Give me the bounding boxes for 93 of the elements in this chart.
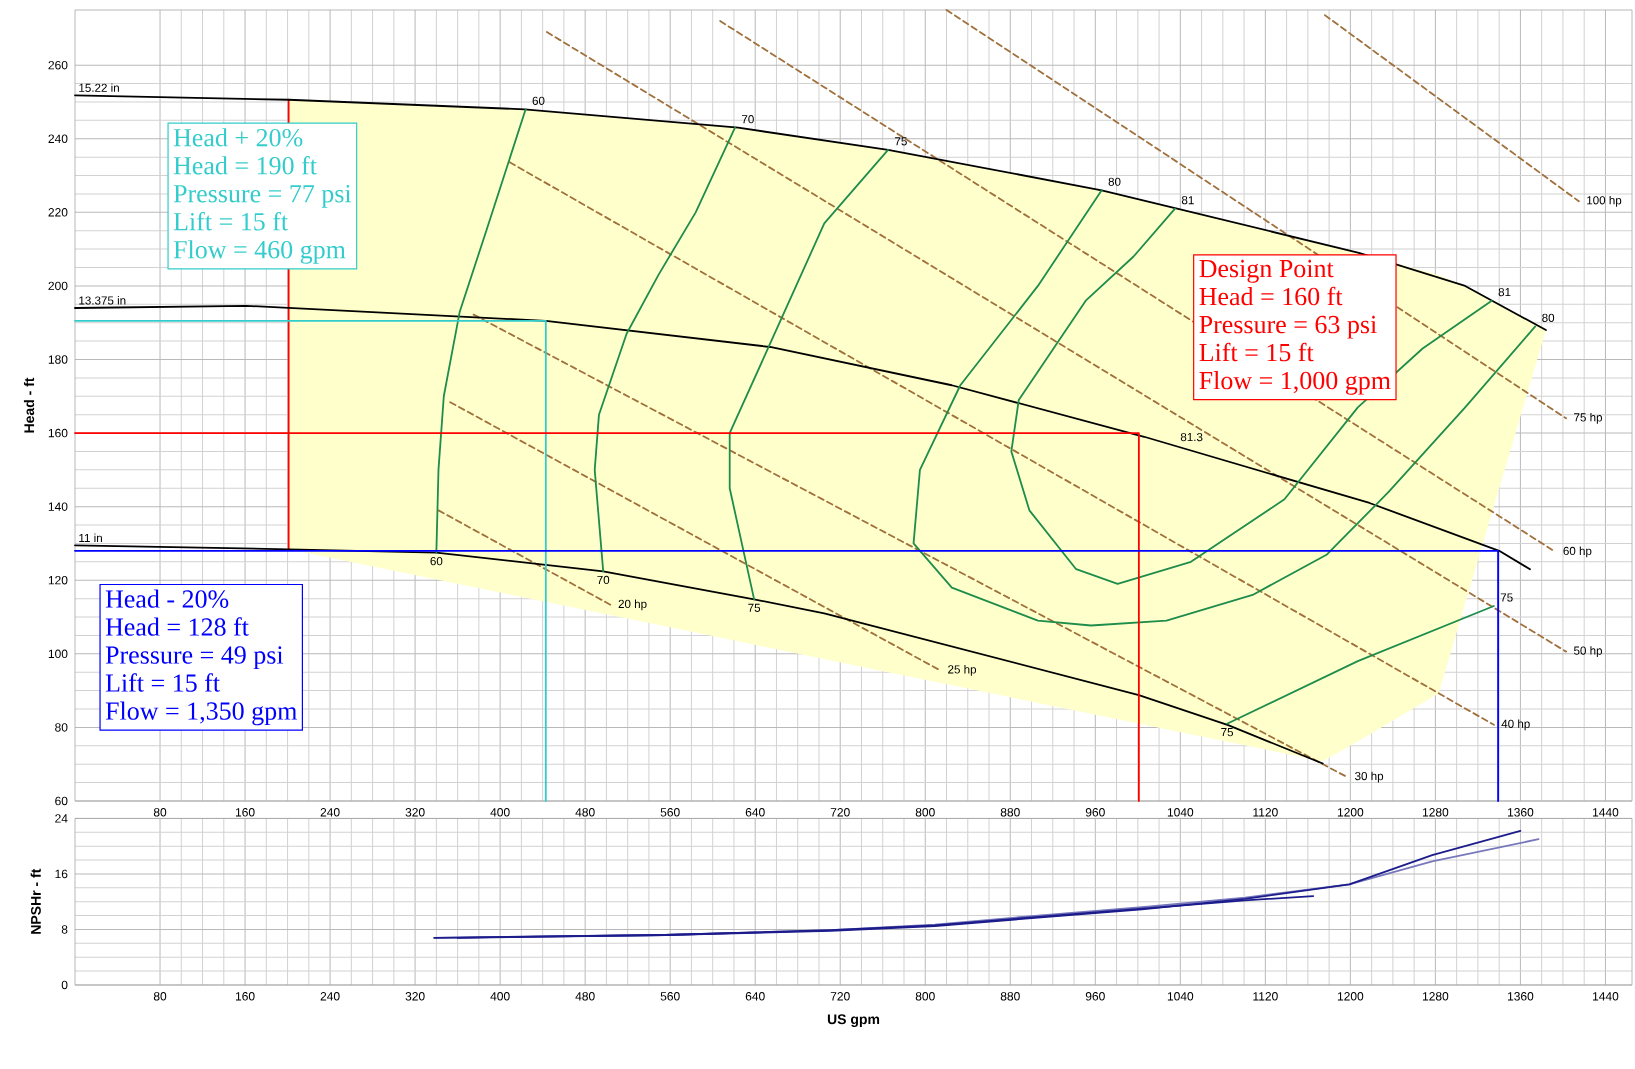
- annotation: Head = 128 ft: [105, 617, 249, 636]
- annotation: 75: [1500, 593, 1513, 602]
- x-tick-label: 400: [490, 808, 510, 817]
- annotation: 80: [1542, 313, 1555, 322]
- series-label: 20 hp: [618, 599, 647, 611]
- y-axis-title: Head - ft: [23, 377, 35, 433]
- annotation: 75: [1221, 728, 1234, 737]
- x-tick-label: 1200: [1337, 992, 1364, 1001]
- annotation: Pressure = 77 psi: [173, 184, 352, 208]
- annotation: Lift = 15 ft: [1199, 342, 1314, 362]
- x-tick-label: 960: [1085, 992, 1105, 1001]
- x-tick-label: 1440: [1593, 992, 1619, 1001]
- x-tick-label: 1040: [1167, 992, 1194, 1001]
- annotation: Head - 20%: [105, 589, 229, 608]
- x-tick-label: 1200: [1337, 808, 1364, 817]
- x-tick-label: 960: [1085, 808, 1105, 817]
- annotation: 60: [532, 96, 545, 105]
- y-tick-label: 8: [61, 925, 68, 934]
- y-tick-label: 220: [48, 208, 68, 217]
- x-tick-label: 880: [1000, 808, 1020, 817]
- x-tick-label: 720: [830, 992, 850, 1001]
- series-label: 15.22 in: [79, 83, 119, 92]
- annotation: 70: [597, 575, 610, 585]
- annotation: Pressure = 63 psi: [1199, 315, 1377, 339]
- annotation: 81.3: [1180, 432, 1203, 442]
- y-tick-label: 200: [48, 281, 68, 291]
- y-tick-label: 0: [61, 980, 68, 990]
- x-tick-label: 240: [320, 992, 340, 1001]
- annotation: 75: [748, 603, 761, 612]
- annotation: Lift = 15 ft: [105, 673, 220, 692]
- series-label: 11 in: [79, 533, 102, 542]
- x-tick-label: 800: [915, 808, 935, 817]
- x-tick-label: 1440: [1593, 808, 1619, 817]
- annotation: Flow = 1,000 gpm: [1199, 371, 1391, 395]
- x-tick-label: 480: [575, 808, 595, 817]
- annotation: 80: [1108, 177, 1121, 186]
- y-tick-label: 100: [48, 649, 68, 659]
- annotation: 81: [1498, 288, 1511, 297]
- x-tick-label: 160: [235, 808, 255, 817]
- x-tick-label: 480: [575, 992, 595, 1001]
- y-tick-label: 160: [48, 428, 68, 438]
- x-tick-label: 800: [915, 992, 935, 1001]
- annotation: Flow = 460 gpm: [173, 240, 346, 264]
- annotation: Lift = 15 ft: [173, 211, 288, 231]
- x-tick-label: 320: [405, 992, 425, 1001]
- x-tick-label: 320: [405, 808, 425, 817]
- annotation: 60: [430, 557, 443, 566]
- x-tick-label: 1040: [1167, 808, 1194, 817]
- annotation: Head + 20%: [173, 128, 303, 147]
- y-tick-label: 240: [48, 134, 68, 144]
- y-tick-label: 60: [55, 796, 68, 806]
- annotation: Head = 190 ft: [173, 155, 317, 175]
- annotation: 70: [742, 115, 754, 124]
- x-tick-label: 720: [830, 808, 850, 817]
- annotation: Pressure = 49 psi: [105, 646, 284, 670]
- series-label: 25 hp: [948, 664, 977, 676]
- annotation: 81: [1181, 196, 1194, 205]
- x-tick-label: 240: [320, 808, 340, 817]
- y-axis-title: NPSHr - ft: [30, 868, 41, 934]
- y-tick-label: 16: [55, 869, 68, 879]
- series-label: 30 hp: [1355, 771, 1384, 783]
- x-tick-label: 1280: [1422, 992, 1449, 1001]
- series-label: 100 hp: [1587, 195, 1622, 207]
- x-tick-label: 1120: [1253, 992, 1278, 1001]
- x-tick-label: 1360: [1507, 992, 1534, 1001]
- x-tick-label: 80: [153, 992, 167, 1001]
- x-tick-label: 640: [745, 808, 765, 817]
- x-tick-label: 560: [660, 808, 680, 817]
- x-tick-label: 1280: [1422, 808, 1449, 817]
- series-label: 13.375 in: [79, 296, 126, 305]
- y-tick-label: 120: [48, 576, 68, 585]
- x-tick-label: 400: [490, 992, 510, 1001]
- annotation: Design Point: [1199, 259, 1334, 283]
- series-label: 60 hp: [1563, 546, 1592, 558]
- y-tick-label: 140: [48, 502, 68, 511]
- annotation: Head = 160 ft: [1199, 286, 1343, 306]
- x-axis-title: US gpm: [827, 1014, 880, 1028]
- x-tick-label: 1120: [1253, 808, 1278, 817]
- x-tick-label: 160: [235, 992, 255, 1001]
- y-tick-label: 180: [48, 355, 68, 364]
- series-label: 75 hp: [1574, 412, 1603, 424]
- y-tick-label: 260: [48, 60, 68, 70]
- series-label: 50 hp: [1573, 646, 1603, 658]
- annotation: 75: [895, 137, 907, 146]
- x-tick-label: 880: [1000, 992, 1020, 1001]
- annotation: Flow = 1,350 gpm: [105, 701, 297, 726]
- series-label: 40 hp: [1501, 719, 1530, 731]
- y-tick-label: 80: [55, 723, 68, 732]
- x-tick-label: 1360: [1507, 808, 1534, 817]
- y-tick-label: 24: [55, 814, 68, 823]
- x-tick-label: 80: [153, 808, 167, 817]
- x-tick-label: 640: [745, 992, 765, 1001]
- x-tick-label: 560: [660, 992, 680, 1001]
